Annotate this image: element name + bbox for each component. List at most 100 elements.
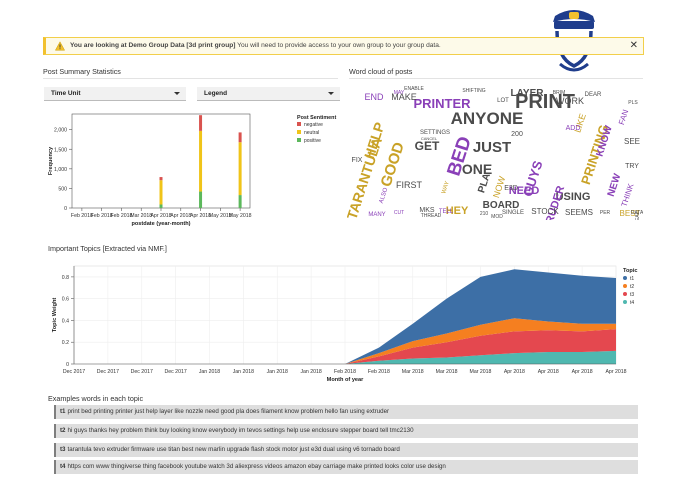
cloud-word: NEW <box>606 172 624 198</box>
x-tick-label: Jan 2018 <box>199 369 220 375</box>
cloud-word: CUT <box>394 210 404 216</box>
legend-swatch-negative <box>297 122 301 126</box>
x-tick-label: Dec 2017 <box>131 369 153 375</box>
cloud-word: TELL <box>439 209 454 215</box>
cloud-word: DATA <box>631 210 643 216</box>
y-tick-label: 0 <box>64 206 67 212</box>
legend-swatch-t4 <box>623 300 627 304</box>
x-tick-label: Dec 2017 <box>97 369 119 375</box>
area-t2 <box>74 318 616 364</box>
legend-label: Legend <box>204 90 228 97</box>
x-tick-label: Feb 2018 <box>110 213 132 219</box>
cloud-word: SINGLE <box>502 210 524 216</box>
topic-id: t3 <box>60 446 66 453</box>
cloud-word: MKS <box>419 207 435 214</box>
x-tick-label: Jan 2018 <box>233 369 254 375</box>
topic-words: https com www thingiverse thing facebook… <box>67 463 446 470</box>
time-unit-label: Time Unit <box>51 90 81 97</box>
cloud-word: WAY <box>441 181 451 195</box>
x-tick-label: Apr 2018 <box>572 369 593 375</box>
topic-example-row: t1 print bed printing printer just help l… <box>54 405 638 419</box>
cloud-word: BEST <box>620 209 641 218</box>
x-tick-label: Feb 2018 <box>334 369 356 375</box>
x-tick-label: Apr 2018 <box>190 213 211 219</box>
legend-swatch-t3 <box>623 292 627 296</box>
x-tick-label: Apr 2018 <box>150 213 171 219</box>
topic-example-row: t3 tarantula tevo extruder firmware use t… <box>54 443 638 457</box>
legend-dropdown[interactable]: Legend <box>197 87 340 101</box>
topic-words: print bed printing printer just help lay… <box>67 408 390 415</box>
area-t1 <box>74 269 616 364</box>
x-tick-label: Apr 2018 <box>504 369 525 375</box>
cloud-word: WORK <box>556 96 584 106</box>
cloud-word: TRY <box>625 163 639 170</box>
cloud-word: NEED <box>509 185 540 197</box>
x-tick-label: Dec 2017 <box>165 369 187 375</box>
bar-positive <box>238 195 242 208</box>
cloud-word: DEAR <box>585 92 602 98</box>
topic-id: t1 <box>60 408 66 415</box>
cloud-word: MAKE <box>391 92 417 102</box>
cloud-word: PER <box>600 210 611 216</box>
bar-negative <box>199 115 203 131</box>
x-tick-label: Jan 2018 <box>300 369 321 375</box>
cloud-word: PRINT <box>515 91 575 113</box>
topics-title: Important Topics [Extracted via NMF.] <box>48 244 167 253</box>
legend-label-neutral: neutral <box>304 130 319 136</box>
y-tick-label: 0 <box>66 362 69 368</box>
cloud-word: USING <box>556 191 591 203</box>
bar-neutral <box>159 180 163 205</box>
bar-positive <box>199 191 203 208</box>
cloud-word: LAYER <box>511 88 545 99</box>
y-axis-label: Topic Weight <box>52 298 58 333</box>
topic-id: t2 <box>60 427 66 434</box>
topics-area-chart: 0 0.2 0.4 0.6 0.8 Dec 2017 Dec 2017 Dec 2017 Dec… <box>52 265 638 383</box>
post-summary-title: Post Summary Statistics <box>43 67 121 76</box>
x-tick-label: Mar 2018 <box>402 369 424 375</box>
cloud-word: ADD <box>566 125 581 132</box>
y-tick-label: 500 <box>58 186 67 192</box>
bar-negative <box>238 132 242 143</box>
y-tick-label: 0.8 <box>62 275 69 281</box>
word-cloud-title: Word cloud of posts <box>349 67 413 76</box>
bar-positive <box>159 204 163 208</box>
x-tick-label: Mar 2018 <box>130 213 152 219</box>
cloud-word: 200 <box>511 131 523 138</box>
cloud-word: ENABLE <box>404 86 424 92</box>
cloud-word: PRINTER <box>413 96 471 111</box>
time-unit-dropdown[interactable]: Time Unit <box>44 87 186 101</box>
legend-label-t4: t4 <box>630 300 634 306</box>
x-axis-label: postdate (year-month) <box>131 221 190 227</box>
cloud-word: SHIFTING <box>462 88 485 94</box>
legend-swatch-t1 <box>623 276 627 280</box>
banner-text: You will need to provide access to your … <box>235 42 441 49</box>
y-tick-label: 0.6 <box>62 297 69 303</box>
legend-swatch-neutral <box>297 130 301 134</box>
cloud-word: BRIM <box>553 90 566 96</box>
cloud-word: GET <box>415 139 440 153</box>
y-tick-label: 2,000 <box>54 128 67 134</box>
cloud-word: ONE <box>462 161 492 177</box>
y-tick-label: 0.4 <box>62 318 69 324</box>
close-banner-button[interactable]: ✕ <box>629 40 638 51</box>
cloud-word: PLS <box>628 100 638 106</box>
x-tick-label: Apr 2018 <box>605 369 626 375</box>
y-tick-label: 0.2 <box>62 340 69 346</box>
cloud-word: SETTINGS <box>420 130 450 136</box>
y-tick-label: 1,000 <box>54 167 67 173</box>
cloud-word: SEEMS <box>565 208 593 217</box>
topic-example-row: t4 https com www thingiverse thing facebo… <box>54 460 638 474</box>
x-tick-label: Apr 2018 <box>538 369 559 375</box>
post-summary-divider <box>43 78 338 79</box>
cloud-word: MOD <box>491 214 503 220</box>
legend-label-negative: negative <box>304 122 323 128</box>
legend-label-t1: t1 <box>630 276 634 282</box>
x-tick-label: Jan 2018 <box>267 369 288 375</box>
cloud-word: LOT <box>497 98 509 104</box>
cloud-word: JUST <box>473 139 511 156</box>
cloud-word: CANCEL <box>421 136 438 141</box>
x-tick-label: Mar 2018 <box>470 369 492 375</box>
legend-swatch-positive <box>297 138 301 142</box>
cloud-word: ANYONE <box>451 109 524 128</box>
